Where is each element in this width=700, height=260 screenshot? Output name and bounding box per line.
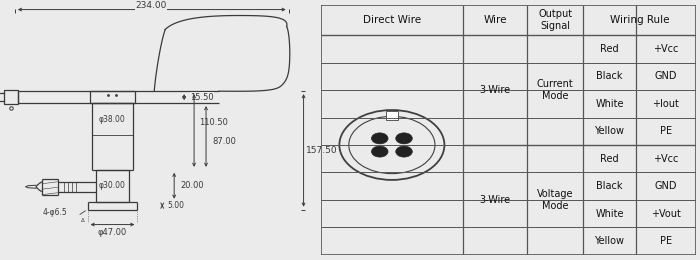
Text: Direct Wire: Direct Wire bbox=[363, 15, 421, 25]
Text: +Vcc: +Vcc bbox=[653, 44, 678, 54]
Text: Wire: Wire bbox=[483, 15, 507, 25]
Text: 157.50: 157.50 bbox=[306, 146, 337, 155]
Text: 3-Wire: 3-Wire bbox=[480, 85, 510, 95]
Text: White: White bbox=[595, 99, 624, 109]
Text: +Vout: +Vout bbox=[651, 209, 680, 219]
Text: 4-φ6.5: 4-φ6.5 bbox=[43, 208, 67, 217]
Text: 15.50: 15.50 bbox=[190, 93, 214, 102]
Text: 234.00: 234.00 bbox=[136, 1, 167, 10]
Circle shape bbox=[395, 146, 412, 157]
Text: +Iout: +Iout bbox=[652, 99, 679, 109]
Circle shape bbox=[372, 146, 388, 157]
Text: 3-Wire: 3-Wire bbox=[480, 195, 510, 205]
Text: Red: Red bbox=[600, 44, 619, 54]
Text: φ47.00: φ47.00 bbox=[98, 228, 127, 237]
Text: PE: PE bbox=[659, 126, 672, 136]
Text: Voltage
Mode: Voltage Mode bbox=[537, 189, 573, 211]
Bar bbox=[386, 111, 398, 120]
Text: Yellow: Yellow bbox=[594, 236, 624, 246]
Text: GND: GND bbox=[654, 71, 677, 81]
Text: GND: GND bbox=[654, 181, 677, 191]
Text: +Vcc: +Vcc bbox=[653, 154, 678, 164]
Text: Wiring Rule: Wiring Rule bbox=[610, 15, 669, 25]
Text: PE: PE bbox=[659, 236, 672, 246]
Text: 87.00: 87.00 bbox=[212, 137, 236, 146]
Text: White: White bbox=[595, 209, 624, 219]
Text: Black: Black bbox=[596, 71, 623, 81]
Text: 20.00: 20.00 bbox=[181, 181, 204, 190]
Text: 110.50: 110.50 bbox=[199, 118, 228, 127]
Text: Current
Mode: Current Mode bbox=[537, 79, 573, 101]
Circle shape bbox=[395, 133, 412, 144]
Bar bbox=[4, 90, 18, 104]
Text: Yellow: Yellow bbox=[594, 126, 624, 136]
Text: Δ: Δ bbox=[80, 218, 85, 223]
Text: φ38.00: φ38.00 bbox=[99, 115, 126, 124]
Text: φ30.00: φ30.00 bbox=[99, 181, 126, 190]
Circle shape bbox=[372, 133, 388, 144]
Text: Output
Signal: Output Signal bbox=[538, 9, 572, 31]
Text: Red: Red bbox=[600, 154, 619, 164]
Text: Black: Black bbox=[596, 181, 623, 191]
Text: 5.00: 5.00 bbox=[168, 201, 185, 210]
